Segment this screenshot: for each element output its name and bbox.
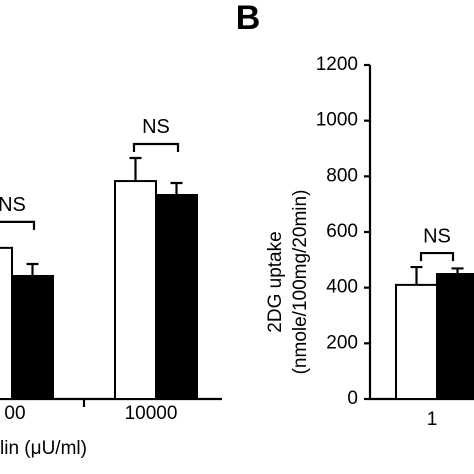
y-tick-label: 1200 — [316, 54, 358, 75]
error-bar — [170, 181, 183, 195]
y-tick-label: 600 — [326, 221, 358, 242]
x-axis-label: lin (μU/ml) — [0, 438, 87, 459]
bar — [11, 274, 54, 400]
annotation: NS — [0, 194, 26, 216]
x-tick-label: 1 — [427, 409, 438, 430]
error-bar — [26, 262, 39, 276]
y-tick-label: 400 — [326, 277, 358, 298]
error-bar — [451, 267, 464, 275]
y-tick-label: 800 — [326, 165, 358, 186]
ns-bracket — [419, 251, 455, 262]
ns-bracket — [132, 142, 180, 152]
annotation: NS — [142, 116, 170, 138]
annotation: NS — [423, 225, 451, 247]
bar — [395, 283, 438, 400]
panel-label: B — [236, 0, 261, 37]
bar — [155, 193, 198, 400]
x-tick-label: 10000 — [125, 403, 178, 424]
bar — [436, 273, 474, 400]
error-bar — [410, 265, 423, 285]
x-tick-label: 00 — [4, 403, 25, 424]
y-tick-label: 1000 — [316, 110, 358, 131]
y-axis-label: (nmole/100mg/20min) — [290, 190, 311, 375]
error-bar — [129, 156, 142, 182]
y-tick-label: 0 — [347, 388, 358, 409]
y-tick-label: 200 — [326, 332, 358, 353]
bar — [114, 180, 157, 400]
y-axis-label: 2DG uptake — [265, 231, 286, 332]
bar — [0, 246, 13, 400]
ns-bracket — [0, 220, 36, 230]
